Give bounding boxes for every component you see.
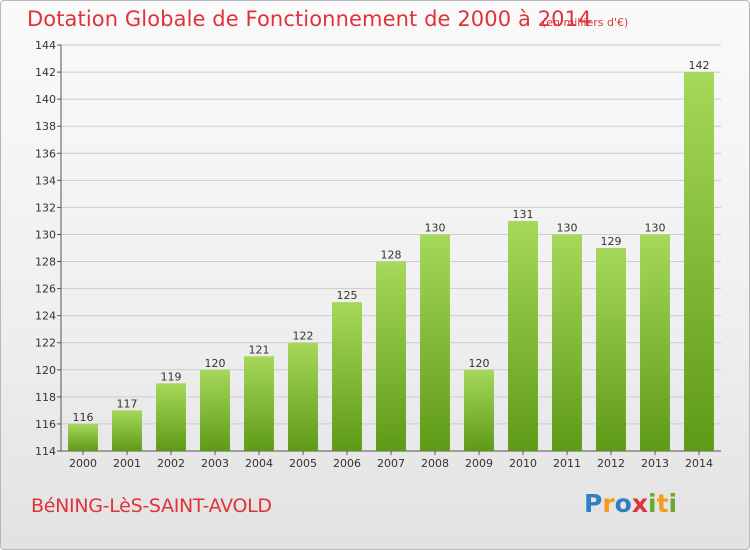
- bar: [640, 234, 670, 451]
- bar: [156, 383, 186, 451]
- x-tick-label: 2000: [69, 457, 97, 470]
- y-tick-label: 126: [35, 283, 56, 296]
- bar: [332, 302, 362, 451]
- x-tick-label: 2003: [201, 457, 229, 470]
- bar-value-label: 142: [689, 59, 710, 72]
- commune-name: BéNING-LèS-SAINT-AVOLD: [31, 495, 272, 517]
- bar: [376, 261, 406, 451]
- x-tick-label: 2008: [421, 457, 449, 470]
- x-tick-label: 2010: [509, 457, 537, 470]
- bar: [244, 356, 274, 451]
- bar: [684, 72, 714, 452]
- y-tick-label: 122: [35, 337, 56, 350]
- bar: [68, 423, 98, 451]
- bar: [552, 234, 582, 451]
- labels: 114 116 118 120 122 124 126 128 130 132 134 136 138 1…: [35, 39, 713, 470]
- x-tick-label: 2001: [113, 457, 141, 470]
- logo-letter: i: [668, 489, 678, 518]
- y-tick-label: 114: [35, 445, 56, 458]
- bar-value-label: 116: [73, 411, 94, 424]
- x-tick-label: 2009: [465, 457, 493, 470]
- bar-value-label: 117: [117, 397, 138, 410]
- x-tick-label: 2014: [685, 457, 713, 470]
- chart-title: Dotation Globale de Fonctionnement de 20…: [27, 7, 592, 31]
- bar: [112, 410, 142, 451]
- y-tick-label: 140: [35, 93, 56, 106]
- y-tick-label: 138: [35, 120, 56, 133]
- bar: [200, 369, 230, 451]
- x-tick-label: 2004: [245, 457, 273, 470]
- x-tick-label: 2013: [641, 457, 669, 470]
- logo-letter: P: [584, 489, 603, 518]
- proxiti-logo: Proxiti: [584, 489, 677, 518]
- bar: [288, 342, 318, 451]
- bar-value-label: 131: [513, 208, 534, 221]
- y-tick-label: 144: [35, 39, 56, 52]
- x-tick-label: 2006: [333, 457, 361, 470]
- bar-value-label: 129: [601, 235, 622, 248]
- logo-letter: i: [648, 489, 657, 518]
- y-tick-label: 142: [35, 66, 56, 79]
- x-tick-label: 2002: [157, 457, 185, 470]
- bar: [508, 220, 538, 451]
- bar-value-label: 128: [381, 249, 402, 262]
- bar-value-label: 122: [293, 330, 314, 343]
- y-tick-label: 134: [35, 174, 56, 187]
- bar-value-label: 120: [205, 357, 226, 370]
- y-tick-label: 116: [35, 418, 56, 431]
- y-tick-label: 128: [35, 256, 56, 269]
- logo-letter: o: [614, 489, 632, 518]
- x-tick-label: 2007: [377, 457, 405, 470]
- chart-subtitle: (en milliers d'€): [542, 16, 629, 29]
- bar-value-label: 121: [249, 343, 270, 356]
- bar-value-label: 119: [161, 370, 182, 383]
- logo-letter: t: [656, 489, 669, 518]
- y-tick-label: 124: [35, 310, 56, 323]
- bar-value-label: 130: [557, 221, 578, 234]
- bar-value-label: 125: [337, 289, 358, 302]
- bar: [420, 234, 450, 451]
- y-tick-label: 120: [35, 364, 56, 377]
- y-tick-label: 132: [35, 201, 56, 214]
- bar-value-label: 130: [425, 221, 446, 234]
- y-tick-label: 130: [35, 228, 56, 241]
- bar: [464, 369, 494, 451]
- x-tick-label: 2011: [553, 457, 581, 470]
- y-tick-label: 136: [35, 147, 56, 160]
- x-tick-label: 2012: [597, 457, 625, 470]
- logo-letter: x: [631, 489, 648, 518]
- x-tick-label: 2005: [289, 457, 317, 470]
- y-tick-label: 118: [35, 391, 56, 404]
- logo-letter: r: [602, 489, 615, 518]
- bars: [68, 72, 714, 452]
- bar: [596, 248, 626, 451]
- bar-value-label: 120: [469, 357, 490, 370]
- bar-value-label: 130: [645, 221, 666, 234]
